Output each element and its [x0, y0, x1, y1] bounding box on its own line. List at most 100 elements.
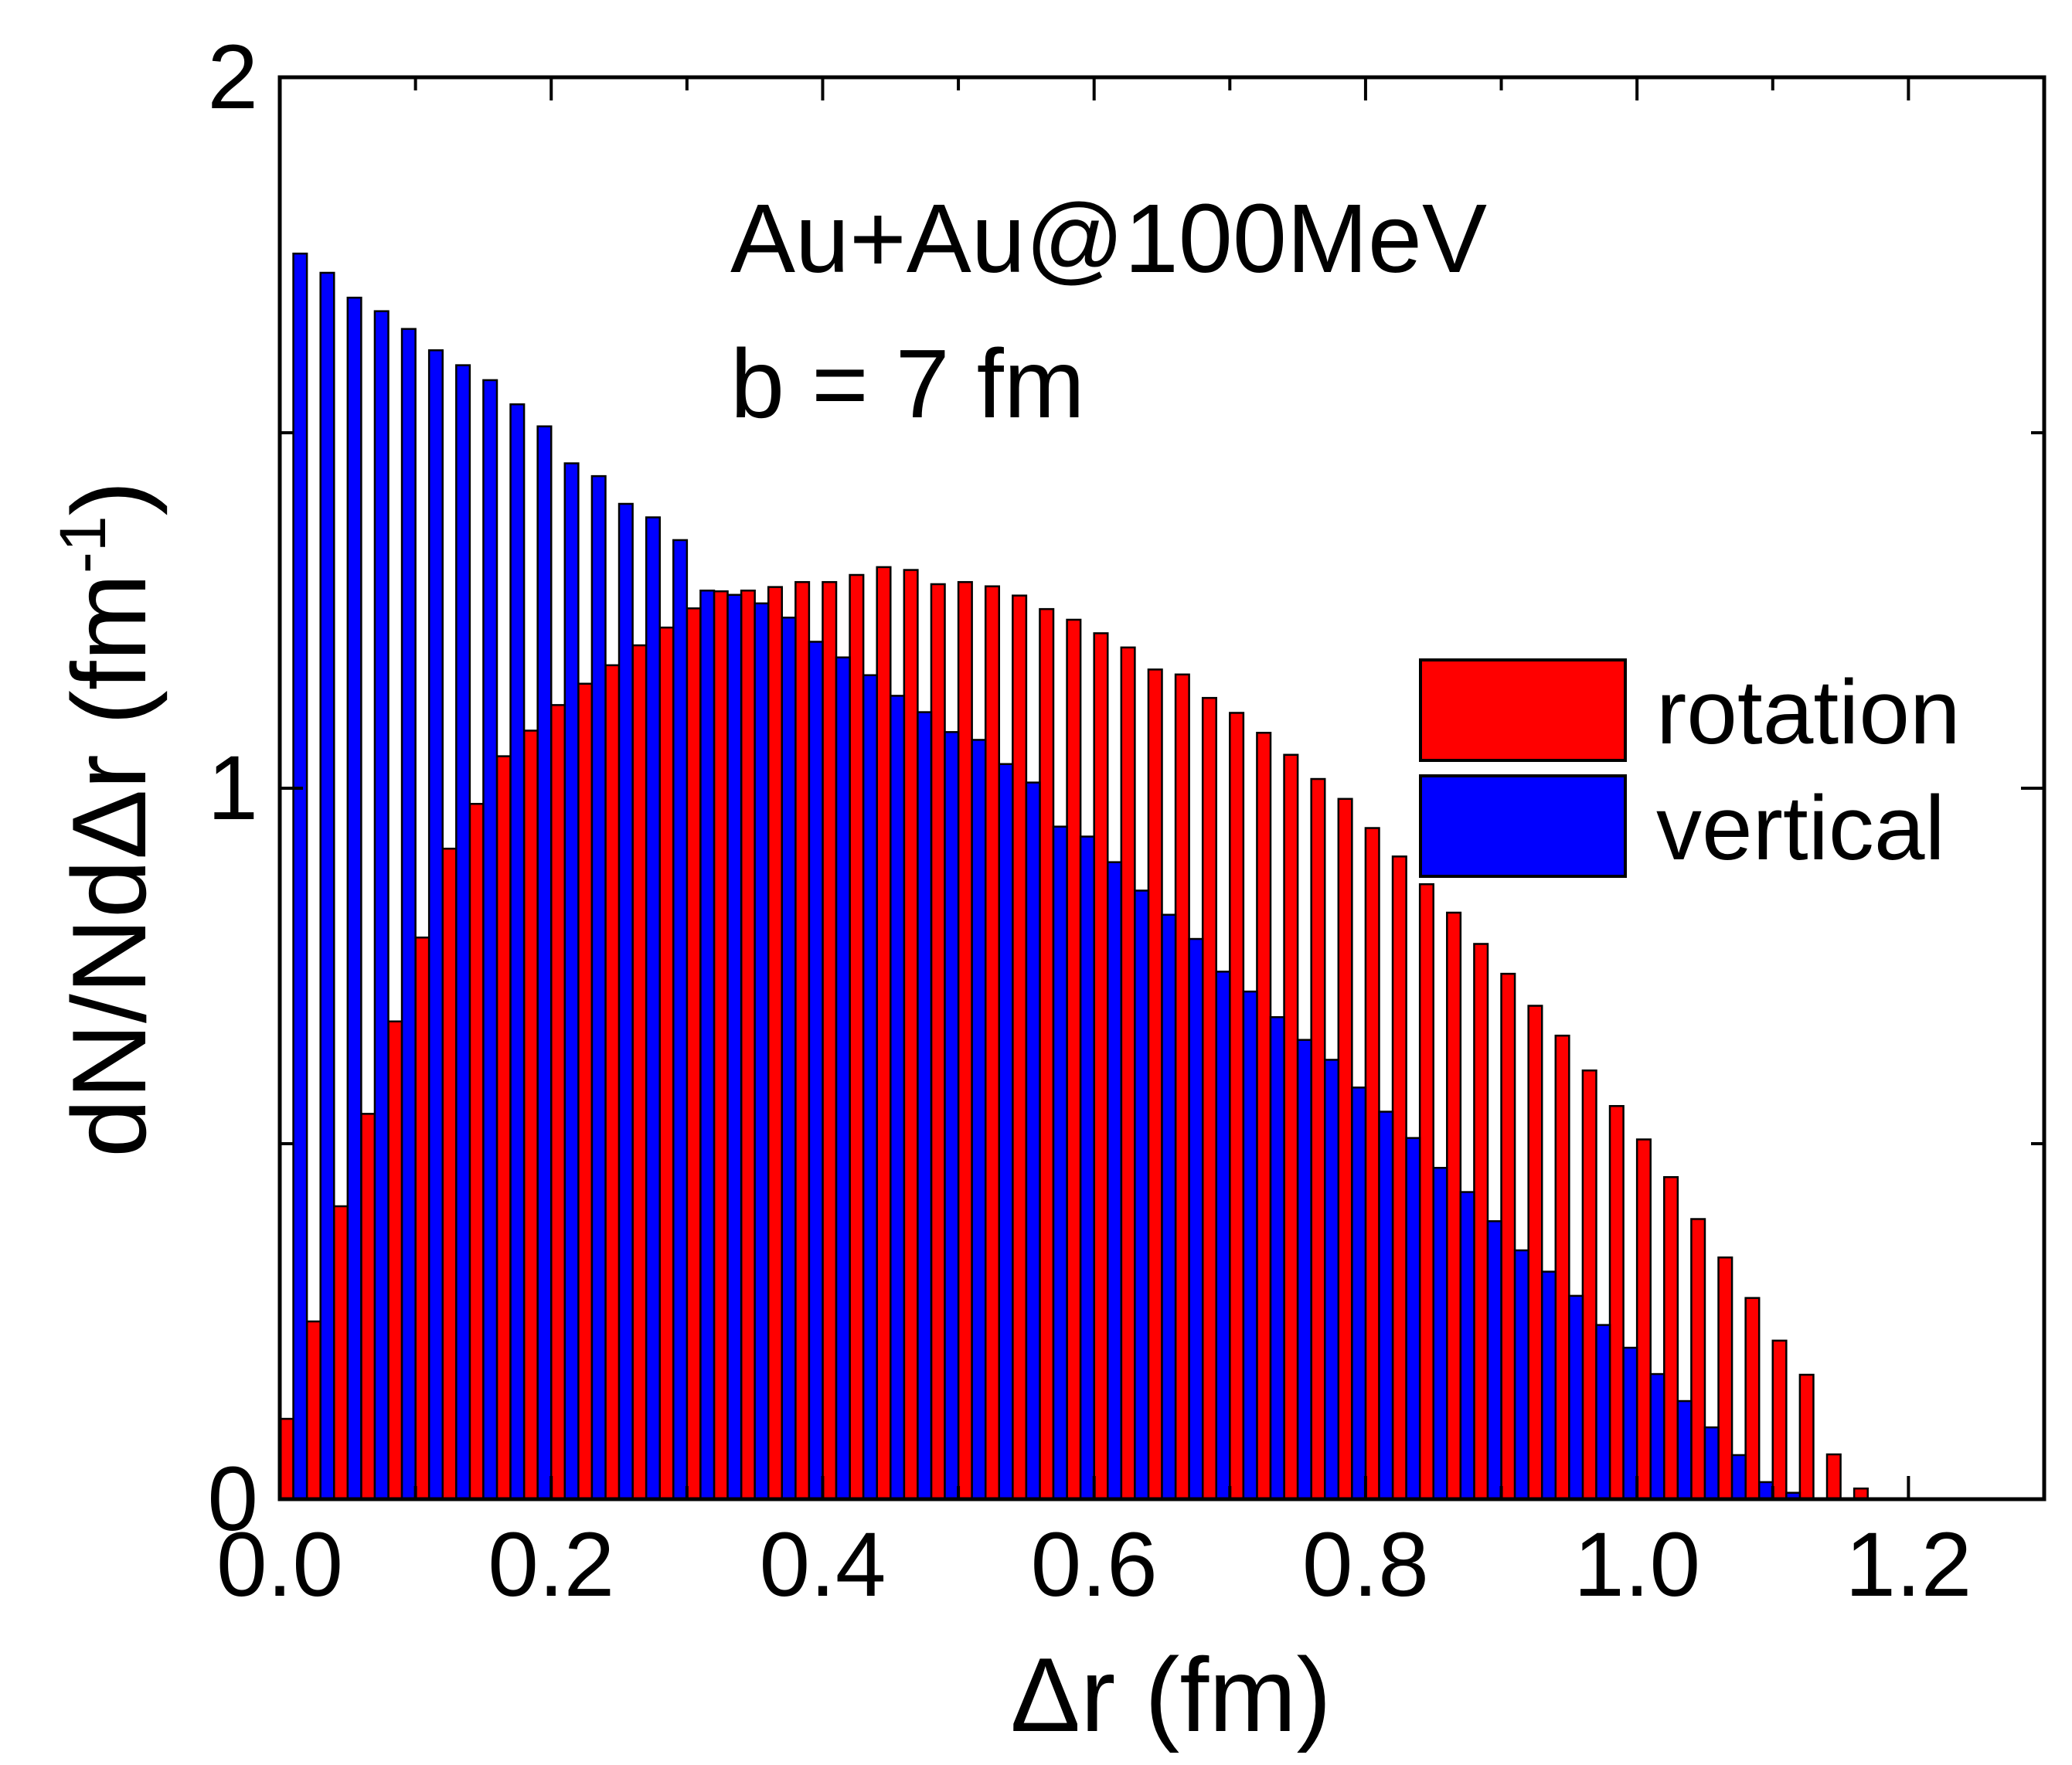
bar-rotation [658, 626, 675, 1501]
bar-rotation [1446, 911, 1462, 1501]
bar-vertical [1215, 971, 1231, 1501]
bar-rotation [767, 586, 784, 1501]
legend-swatch-vertical [1419, 774, 1627, 878]
bar-rotation [1554, 1034, 1570, 1501]
bar-rotation [1663, 1175, 1679, 1501]
bar-rotation [414, 936, 430, 1501]
bar-vertical [482, 379, 498, 1501]
bar-rotation [1771, 1339, 1788, 1501]
bar-rotation [1147, 668, 1163, 1501]
y-tick-label: 1 [207, 737, 258, 839]
x-tick-label: 1.0 [1574, 1514, 1700, 1616]
bar-rotation [495, 755, 512, 1501]
bar-rotation [713, 590, 729, 1501]
x-tick-label: 1.2 [1845, 1514, 1972, 1616]
bar-vertical [1595, 1324, 1611, 1501]
bar-rotation [1039, 607, 1055, 1501]
bar-rotation [468, 802, 485, 1501]
x-tick-label: 0.2 [488, 1514, 614, 1616]
legend-label-vertical: vertical [1656, 777, 1945, 879]
bar-vertical [1676, 1399, 1693, 1501]
y-tick-label: 2 [207, 26, 258, 128]
bar-vertical [1622, 1346, 1638, 1501]
bar-rotation [1174, 673, 1190, 1501]
x-tick-label: 0.6 [1031, 1514, 1158, 1616]
bar-vertical [1730, 1454, 1747, 1501]
legend-swatch-rotation [1419, 658, 1627, 762]
bar-rotation [822, 580, 838, 1501]
bar-vertical [971, 739, 987, 1501]
bar-vertical [1703, 1426, 1720, 1501]
bar-vertical [890, 695, 906, 1501]
bar-rotation [1256, 731, 1272, 1501]
bar-rotation [278, 1417, 294, 1501]
bar-vertical [1486, 1220, 1502, 1501]
legend-label-rotation: rotation [1656, 661, 1961, 763]
bar-vertical [699, 589, 716, 1501]
x-tick-label: 0.0 [216, 1514, 343, 1616]
y-tick-label: 0 [207, 1448, 258, 1550]
bar-rotation [740, 589, 756, 1501]
bar-rotation [1310, 777, 1326, 1501]
annotation-reaction: Au+Au@100MeV [730, 184, 1487, 293]
bar-vertical [1378, 1110, 1394, 1501]
bar-vertical [1649, 1372, 1665, 1501]
y-axis-title-close: ) [50, 481, 168, 515]
bar-rotation [1418, 882, 1434, 1501]
bar-vertical [373, 310, 390, 1501]
bar-rotation [1744, 1297, 1761, 1501]
bar-vertical [536, 425, 553, 1501]
bar-vertical [1323, 1059, 1340, 1501]
bar-rotation [1201, 696, 1217, 1501]
bar-rotation [1337, 797, 1353, 1501]
bar-vertical [427, 349, 444, 1501]
bar-rotation [1283, 753, 1299, 1501]
bar-vertical [672, 539, 689, 1501]
bar-rotation [984, 585, 1001, 1501]
bar-rotation [1608, 1104, 1625, 1501]
bar-rotation [387, 1020, 403, 1501]
bar-vertical [835, 656, 851, 1501]
bar-vertical [563, 462, 580, 1501]
annotation-impact-parameter: b = 7 fm [730, 329, 1085, 438]
bar-rotation [522, 729, 539, 1501]
bar-rotation [1825, 1453, 1842, 1501]
bar-vertical [1405, 1137, 1421, 1501]
bar-vertical [509, 403, 526, 1501]
bar-rotation [876, 566, 892, 1501]
bar-rotation [305, 1320, 322, 1501]
bar-vertical [400, 328, 417, 1501]
bar-rotation [1798, 1373, 1815, 1501]
bar-rotation [1473, 943, 1489, 1501]
bar-rotation [1527, 1005, 1543, 1501]
bar-vertical [862, 674, 878, 1501]
bar-rotation [549, 704, 566, 1501]
bar-vertical [754, 602, 770, 1501]
bar-rotation [1364, 827, 1380, 1501]
bar-vertical [998, 763, 1014, 1501]
bar-vertical [1459, 1191, 1475, 1501]
bar-rotation [1229, 712, 1245, 1501]
bar-rotation [849, 573, 865, 1501]
y-axis-title-main: dN/NdΔr (fm [50, 573, 168, 1158]
bar-vertical [455, 364, 471, 1501]
bar-vertical [944, 731, 960, 1501]
bar-vertical [1134, 889, 1150, 1501]
bar-rotation [360, 1113, 376, 1501]
x-axis-title: Δr (fm) [1010, 1636, 1332, 1753]
bar-rotation [1391, 855, 1407, 1501]
bar-rotation [930, 583, 946, 1501]
bar-rotation [1093, 632, 1109, 1501]
bar-vertical [1351, 1087, 1367, 1501]
tick-labels: 0.0 0.2 0.4 0.6 0.8 1.0 1.2 0 1 2 [207, 26, 1972, 1616]
bar-vertical [781, 616, 797, 1501]
bar-rotation [1635, 1138, 1652, 1501]
plot-frame [277, 75, 2046, 1501]
bar-vertical [1052, 825, 1068, 1501]
bar-vertical [1025, 781, 1041, 1501]
bar-rotation [1012, 594, 1028, 1501]
bar-rotation [903, 569, 919, 1501]
bar-vertical [1188, 937, 1204, 1501]
bar-vertical [1107, 861, 1123, 1501]
